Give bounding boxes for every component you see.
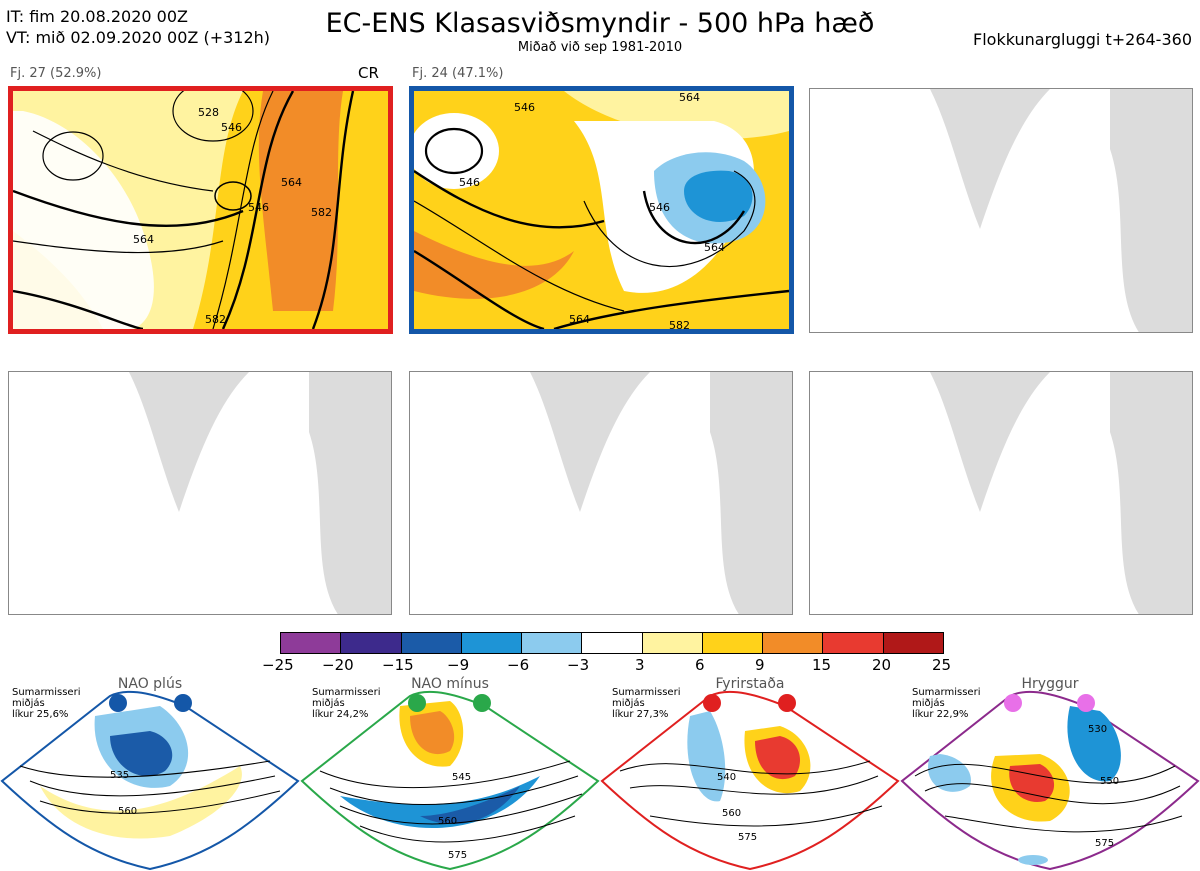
contour-label: 575 <box>1095 838 1114 849</box>
regime-ridge[interactable]: Hryggur Sumarmisseri miðjás líkur 22,9% … <box>900 676 1200 871</box>
regime-dot <box>703 694 721 712</box>
colorbar-swatch <box>401 633 462 653</box>
regime-dot <box>174 694 192 712</box>
colorbar-tick: −15 <box>382 656 414 674</box>
contour-label: 564 <box>133 233 154 246</box>
contour-label: 582 <box>311 206 332 219</box>
contour-label: 546 <box>221 121 242 134</box>
regime-dot <box>1077 694 1095 712</box>
regime-stats: Sumarmisseri miðjás líkur 22,9% <box>912 687 981 720</box>
contour-label: 582 <box>205 313 226 326</box>
colorbar-swatch <box>582 633 643 653</box>
initial-time: IT: fim 20.08.2020 00Z <box>6 7 188 26</box>
valid-time: VT: mið 02.09.2020 00Z (+312h) <box>6 28 271 47</box>
page-subtitle: Miðað við sep 1981-2010 <box>517 40 683 55</box>
header-dates: IT: fim 20.08.2020 00Z VT: mið 02.09.202… <box>6 6 270 48</box>
regime-title: Hryggur <box>1021 676 1079 692</box>
regime-nao-plus[interactable]: NAO plús Sumarmisseri miðjás líkur 25,6%… <box>0 676 300 871</box>
colorbar-tick: −9 <box>447 656 470 674</box>
cluster-4-map[interactable] <box>8 371 392 615</box>
colorbar-swatch <box>341 633 402 653</box>
contour-label: 564 <box>569 313 590 326</box>
regime-title: Fyrirstaða <box>715 676 785 692</box>
colorbar-tick: 9 <box>755 656 765 674</box>
contour-label: 564 <box>281 176 302 189</box>
colorbar-tick: 15 <box>812 656 832 674</box>
contour-label: 560 <box>438 816 457 827</box>
anomaly-colorbar <box>280 632 944 654</box>
colorbar-swatch <box>823 633 884 653</box>
regime-dot <box>408 694 426 712</box>
colorbar-swatch <box>461 633 523 653</box>
colorbar-swatch <box>642 633 703 653</box>
colorbar-tick: −25 <box>262 656 294 674</box>
contour-label: 545 <box>452 772 471 783</box>
colorbar-tick: −20 <box>322 656 354 674</box>
contour-label: 550 <box>1100 776 1119 787</box>
colorbar-tick: 25 <box>932 656 952 674</box>
contour-label: 530 <box>1088 724 1107 735</box>
regime-dot <box>109 694 127 712</box>
regime-stats: Sumarmisseri miðjás líkur 27,3% <box>612 687 681 720</box>
contour-label: 546 <box>649 201 670 214</box>
cluster-1-tag: CR <box>358 64 379 82</box>
contour-label: 528 <box>198 106 219 119</box>
contour-label: 582 <box>669 319 690 329</box>
cluster-2-map[interactable]: 546 546 546 564 564 564 582 <box>409 86 794 334</box>
regime-title: NAO plús <box>117 676 183 692</box>
contour-label: 575 <box>738 832 757 843</box>
colorbar-tick: 6 <box>695 656 705 674</box>
cluster-6-map[interactable] <box>809 371 1193 615</box>
page-title: EC-ENS Klasasviðsmyndir - 500 hPa hæð <box>325 8 875 39</box>
colorbar-tick: 3 <box>635 656 645 674</box>
contour-label: 575 <box>448 850 467 861</box>
colorbar-tick: −3 <box>567 656 590 674</box>
regime-stats: Sumarmisseri miðjás líkur 25,6% <box>12 687 81 720</box>
colorbar-tick: 20 <box>872 656 892 674</box>
colorbar-tick: −6 <box>507 656 530 674</box>
cluster-1-map[interactable]: 528 546 546 564 564 582 582 <box>8 86 393 334</box>
regime-dot <box>1004 694 1022 712</box>
cluster-3-map[interactable] <box>809 88 1193 333</box>
cluster-1-label: Fj. 27 (52.9%) <box>10 66 102 81</box>
regime-blocking[interactable]: Fyrirstaða Sumarmisseri miðjás líkur 27,… <box>600 676 900 871</box>
regime-dot <box>473 694 491 712</box>
clustering-window: Flokkunargluggi t+264-360 <box>973 30 1192 49</box>
regime-title: NAO mínus <box>411 676 489 692</box>
cluster-5-map[interactable] <box>409 371 793 615</box>
regime-nao-minus[interactable]: NAO mínus Sumarmisseri miðjás líkur 24,2… <box>300 676 600 871</box>
contour-label: 560 <box>722 808 741 819</box>
contour-label: 546 <box>459 176 480 189</box>
contour-label: 535 <box>110 770 129 781</box>
contour-label: 564 <box>704 241 725 254</box>
contour-label: 540 <box>717 772 736 783</box>
contour-label: 564 <box>679 91 700 104</box>
colorbar-swatch <box>702 633 764 653</box>
regime-dot <box>778 694 796 712</box>
contour-label: 560 <box>118 806 137 817</box>
regime-stats: Sumarmisseri miðjás líkur 24,2% <box>312 687 381 720</box>
colorbar-swatch <box>763 633 824 653</box>
colorbar-swatch <box>522 633 583 653</box>
cluster-2-label: Fj. 24 (47.1%) <box>412 66 504 81</box>
colorbar-swatch <box>883 633 943 653</box>
contour-label: 546 <box>514 101 535 114</box>
colorbar-swatch <box>281 633 342 653</box>
contour-label: 546 <box>248 201 269 214</box>
